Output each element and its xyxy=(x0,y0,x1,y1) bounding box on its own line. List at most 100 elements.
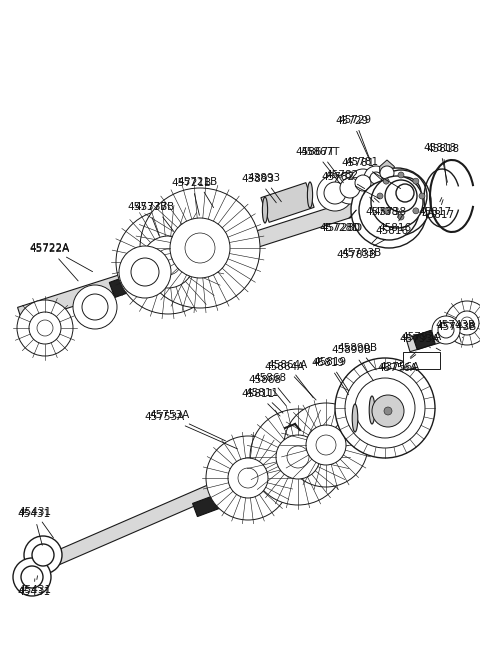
Text: 45818: 45818 xyxy=(423,143,456,182)
Text: 45864A: 45864A xyxy=(268,360,313,398)
Text: 45431: 45431 xyxy=(17,579,50,597)
Circle shape xyxy=(29,312,61,344)
Circle shape xyxy=(383,178,389,184)
Circle shape xyxy=(306,425,346,465)
Circle shape xyxy=(228,458,268,498)
Text: 45782: 45782 xyxy=(322,172,380,198)
Circle shape xyxy=(359,180,419,240)
Text: 45721B: 45721B xyxy=(172,178,212,215)
Circle shape xyxy=(284,403,368,487)
Circle shape xyxy=(372,395,404,427)
Circle shape xyxy=(389,177,421,209)
Text: 45868: 45868 xyxy=(249,375,286,406)
Polygon shape xyxy=(192,491,232,517)
Circle shape xyxy=(316,435,336,455)
Text: 45738: 45738 xyxy=(373,198,407,217)
Text: 45729: 45729 xyxy=(338,115,372,157)
Text: 45868: 45868 xyxy=(253,373,290,403)
Circle shape xyxy=(375,170,427,222)
Circle shape xyxy=(355,175,371,191)
Text: 45729: 45729 xyxy=(336,116,370,160)
Circle shape xyxy=(21,566,43,588)
Circle shape xyxy=(349,169,377,197)
Text: 45728D: 45728D xyxy=(319,210,360,233)
Text: 45816: 45816 xyxy=(375,215,408,236)
Circle shape xyxy=(142,236,194,288)
Text: 45818: 45818 xyxy=(426,144,459,185)
Circle shape xyxy=(131,258,159,286)
Text: 45738: 45738 xyxy=(365,197,398,217)
Circle shape xyxy=(116,210,220,314)
Circle shape xyxy=(334,172,366,204)
Circle shape xyxy=(13,558,51,596)
Circle shape xyxy=(383,208,389,214)
Circle shape xyxy=(317,175,353,211)
Text: 45783B: 45783B xyxy=(337,239,385,260)
Text: 45722A: 45722A xyxy=(30,243,93,272)
Circle shape xyxy=(170,218,230,278)
Circle shape xyxy=(340,178,360,198)
Text: 43893: 43893 xyxy=(241,174,276,203)
Circle shape xyxy=(461,317,473,329)
Polygon shape xyxy=(380,160,394,186)
Polygon shape xyxy=(15,390,431,582)
Text: 45817: 45817 xyxy=(421,200,455,220)
Polygon shape xyxy=(413,330,435,350)
Circle shape xyxy=(335,358,435,458)
Circle shape xyxy=(398,172,404,178)
Circle shape xyxy=(419,193,425,199)
Circle shape xyxy=(364,166,388,190)
Text: 45721B: 45721B xyxy=(178,177,218,208)
Circle shape xyxy=(24,536,62,574)
Text: 45782: 45782 xyxy=(325,170,365,189)
Polygon shape xyxy=(349,398,378,431)
Circle shape xyxy=(206,436,290,520)
Text: 45783B: 45783B xyxy=(342,237,382,258)
Text: 45743B: 45743B xyxy=(437,322,477,337)
Ellipse shape xyxy=(352,404,358,432)
Circle shape xyxy=(32,544,54,566)
Text: 45819: 45819 xyxy=(313,357,348,390)
Circle shape xyxy=(37,320,53,336)
Polygon shape xyxy=(406,318,477,352)
Text: 45867T: 45867T xyxy=(300,147,343,183)
Circle shape xyxy=(351,172,427,248)
Text: 45737B: 45737B xyxy=(135,202,175,231)
Text: 45753A: 45753A xyxy=(145,412,238,449)
Ellipse shape xyxy=(369,396,375,424)
Ellipse shape xyxy=(307,182,312,208)
Text: 45753A: 45753A xyxy=(150,410,226,441)
Text: 45890B: 45890B xyxy=(338,343,378,370)
Ellipse shape xyxy=(263,197,268,223)
Circle shape xyxy=(396,184,414,202)
Circle shape xyxy=(155,249,181,275)
Text: 45737B: 45737B xyxy=(128,202,168,235)
Text: 45864A: 45864A xyxy=(265,362,316,400)
Circle shape xyxy=(445,301,480,345)
Text: 45816: 45816 xyxy=(378,211,411,233)
Circle shape xyxy=(438,322,454,338)
Circle shape xyxy=(250,409,346,505)
Polygon shape xyxy=(18,187,397,323)
Text: 43756A: 43756A xyxy=(380,352,420,372)
FancyBboxPatch shape xyxy=(403,352,440,369)
Circle shape xyxy=(324,182,346,204)
Text: 45793A: 45793A xyxy=(402,332,442,348)
Text: 45819: 45819 xyxy=(312,358,348,395)
Circle shape xyxy=(384,407,392,415)
Circle shape xyxy=(276,435,320,479)
Text: 45781: 45781 xyxy=(341,158,401,189)
Circle shape xyxy=(432,316,460,344)
Text: 45811: 45811 xyxy=(245,388,283,413)
Circle shape xyxy=(455,311,479,335)
Text: 45431: 45431 xyxy=(18,507,53,538)
Text: 43756A: 43756A xyxy=(378,354,418,373)
Circle shape xyxy=(413,178,419,184)
Circle shape xyxy=(185,233,215,263)
Circle shape xyxy=(17,300,73,356)
Text: 45728D: 45728D xyxy=(322,210,362,233)
Text: 45722A: 45722A xyxy=(30,244,78,281)
Circle shape xyxy=(73,285,117,329)
Circle shape xyxy=(82,294,108,320)
Circle shape xyxy=(355,378,415,438)
